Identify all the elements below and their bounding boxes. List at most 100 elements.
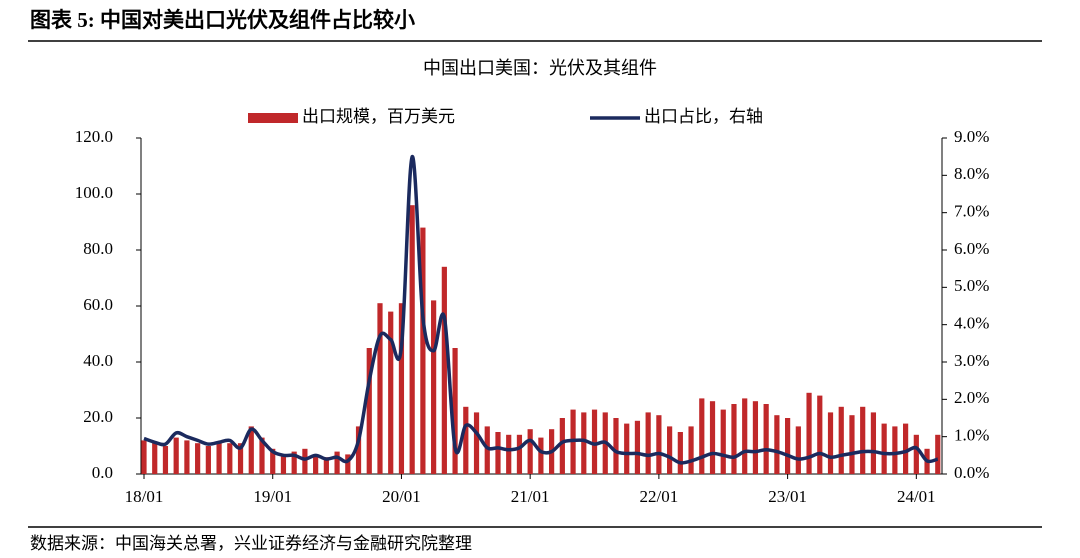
bar (645, 412, 651, 474)
chart-title: 中国出口美国：光伏及其组件 (423, 58, 657, 78)
bar (388, 311, 394, 474)
bar (527, 429, 533, 474)
bar (849, 415, 855, 474)
bar (506, 434, 512, 474)
bar (302, 448, 308, 474)
bar (709, 401, 716, 474)
bar (860, 406, 866, 474)
bar (677, 432, 683, 474)
bar (827, 412, 834, 474)
bar (667, 426, 673, 474)
x-tick-label: 23/01 (768, 487, 807, 506)
bar (323, 457, 329, 474)
bar (742, 398, 748, 474)
x-tick-label: 18/01 (125, 487, 164, 506)
x-tick-label: 20/01 (382, 487, 421, 506)
bar (881, 423, 887, 474)
bar (774, 415, 780, 474)
figure-header: 图表 5: 中国对美出口光伏及组件占比较小 (30, 8, 415, 32)
bar (463, 406, 469, 474)
x-tick-label: 22/01 (640, 487, 679, 506)
bar (141, 440, 147, 474)
x-tick-label: 19/01 (253, 487, 292, 506)
y-tick-label: 0.0 (92, 463, 113, 482)
y2-tick-label: 7.0% (954, 202, 989, 221)
bar (656, 415, 662, 474)
bar (152, 443, 158, 474)
bar (795, 426, 801, 474)
bar (913, 434, 919, 474)
bar (398, 303, 405, 474)
y-tick-label: 20.0 (83, 407, 113, 426)
bar (624, 423, 630, 474)
bar (473, 412, 480, 474)
y2-tick-label: 1.0% (954, 426, 989, 445)
bar (162, 446, 169, 474)
bar (216, 443, 222, 474)
bar (184, 440, 190, 474)
y-tick-label: 40.0 (83, 351, 113, 370)
bar (634, 420, 641, 474)
bar (484, 426, 490, 474)
bar (420, 227, 426, 474)
legend-swatch (248, 113, 298, 123)
y-tick-label: 100.0 (75, 183, 113, 202)
bar (441, 266, 447, 474)
bar (313, 454, 319, 474)
y2-tick-label: 5.0% (954, 276, 989, 295)
y2-tick-label: 3.0% (954, 351, 989, 370)
bar (870, 412, 877, 474)
bar (591, 409, 598, 474)
bar (495, 432, 501, 474)
bar (195, 443, 201, 474)
bar (581, 412, 587, 474)
bar (699, 398, 705, 474)
y2-tick-label: 8.0% (954, 164, 989, 183)
x-tick-label: 21/01 (511, 487, 550, 506)
bar (785, 418, 791, 474)
legend-label: 出口规模，百万美元 (302, 107, 455, 126)
bar (345, 454, 351, 474)
bar (688, 426, 694, 474)
y2-tick-label: 6.0% (954, 239, 989, 258)
bar (516, 434, 523, 474)
bar (752, 401, 759, 474)
bar (720, 409, 726, 474)
bar (806, 392, 812, 474)
bar (291, 451, 297, 474)
y-tick-label: 60.0 (83, 295, 113, 314)
bar (817, 395, 823, 474)
y2-tick-label: 4.0% (954, 314, 989, 333)
y-tick-label: 120.0 (75, 127, 113, 146)
bar (431, 300, 437, 474)
bar (377, 303, 383, 474)
bar (270, 448, 276, 474)
bar (334, 451, 340, 474)
bar (903, 423, 909, 474)
bar (366, 348, 372, 474)
bar (538, 437, 544, 474)
legend-label: 出口占比，右轴 (644, 107, 763, 126)
y2-tick-label: 2.0% (954, 388, 989, 407)
source-note: 数据来源：中国海关总署，兴业证券经济与金融研究院整理 (30, 534, 472, 553)
bar (613, 418, 619, 474)
bar (452, 348, 458, 474)
bar (248, 426, 254, 474)
bar (355, 426, 362, 474)
bar (280, 454, 287, 474)
bar (259, 437, 265, 474)
bar (892, 426, 898, 474)
y2-tick-label: 0.0% (954, 463, 989, 482)
bar (409, 205, 415, 474)
bar (763, 404, 769, 474)
bar (935, 434, 941, 474)
bar (731, 404, 737, 474)
bar (173, 437, 179, 474)
bar (227, 443, 233, 474)
x-tick-label: 24/01 (897, 487, 936, 506)
y2-tick-label: 9.0% (954, 127, 989, 146)
bar (559, 418, 565, 474)
line (143, 154, 939, 465)
bar (237, 443, 244, 474)
